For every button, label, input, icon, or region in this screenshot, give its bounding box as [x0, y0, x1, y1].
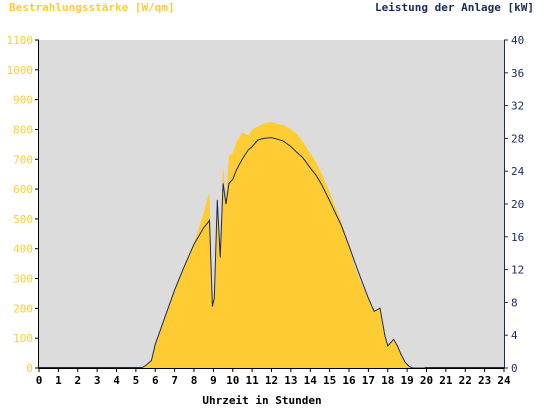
x-tick-label: 0: [36, 374, 43, 387]
x-tick-label: 2: [74, 374, 81, 387]
left-tick-label: 0: [26, 362, 33, 375]
right-tick-label: 20: [511, 198, 524, 211]
x-tick-label: 6: [152, 374, 159, 387]
right-tick-label: 28: [511, 132, 524, 145]
x-tick-label: 14: [304, 374, 318, 387]
x-tick-label: 22: [459, 374, 472, 387]
power-line: [141, 137, 425, 369]
x-tick-label: 12: [265, 374, 278, 387]
x-axis-title: Uhrzeit in Stunden: [202, 394, 322, 407]
right-tick-label: 8: [511, 296, 518, 309]
x-tick-label: 11: [246, 374, 260, 387]
x-tick-label: 23: [478, 374, 491, 387]
series-layer: [39, 122, 504, 369]
x-tick-label: 16: [342, 374, 356, 387]
x-tick-label: 7: [171, 374, 178, 387]
x-tick-label: 13: [284, 374, 297, 387]
left-tick-label: 100: [13, 332, 33, 345]
x-tick-label: 20: [420, 374, 433, 387]
left-tick-label: 700: [13, 153, 33, 166]
left-tick-label: 900: [13, 94, 33, 107]
right-tick-label: 24: [511, 165, 525, 178]
x-tick-label: 15: [323, 374, 336, 387]
right-tick-label: 16: [511, 231, 524, 244]
x-tick-label: 18: [381, 374, 394, 387]
left-tick-label: 800: [13, 123, 33, 136]
right-tick-label: 4: [511, 329, 518, 342]
x-tick-label: 1: [55, 374, 62, 387]
x-tick-label: 5: [133, 374, 140, 387]
left-tick-label: 500: [13, 213, 33, 226]
x-tick-label: 24: [497, 374, 511, 387]
left-axis-title: Bestrahlungsstärke [W/qm]: [9, 1, 175, 14]
x-tick-label: 19: [401, 374, 414, 387]
right-tick-label: 36: [511, 67, 524, 80]
x-tick-label: 10: [226, 374, 239, 387]
left-tick-label: 1100: [7, 34, 34, 47]
right-tick-label: 32: [511, 100, 524, 113]
right-tick-label: 0: [511, 362, 518, 375]
x-tick-label: 3: [94, 374, 101, 387]
x-tick-label: 21: [439, 374, 453, 387]
left-tick-label: 200: [13, 302, 33, 315]
left-tick-label: 300: [13, 273, 33, 286]
x-tick-label: 17: [362, 374, 375, 387]
left-tick-label: 1000: [7, 64, 34, 77]
right-tick-label: 12: [511, 264, 524, 277]
right-tick-label: 40: [511, 34, 524, 47]
x-tick-label: 9: [210, 374, 217, 387]
x-tick-label: 4: [113, 374, 120, 387]
x-tick-label: 8: [191, 374, 198, 387]
axes-layer: 0100200300400500600700800900100011000481…: [7, 34, 525, 387]
left-tick-label: 600: [13, 183, 33, 196]
left-tick-label: 400: [13, 243, 33, 256]
right-axis-title: Leistung der Anlage [kW]: [375, 1, 534, 14]
